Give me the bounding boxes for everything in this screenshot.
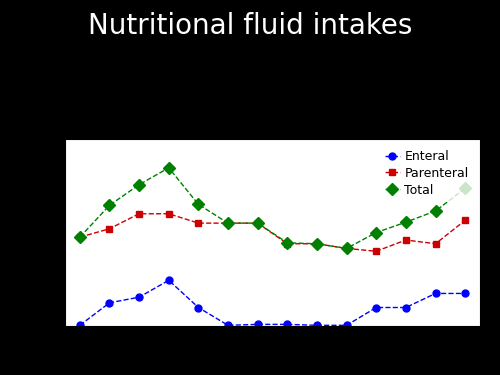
Total (344, 246, 349, 251)
Enteral (403, 305, 409, 310)
Line: Enteral: Enteral (76, 277, 468, 329)
Enteral (196, 305, 202, 310)
Parenteral (314, 242, 320, 246)
Total (403, 220, 409, 224)
Total (196, 202, 202, 207)
Total (314, 242, 320, 246)
Parenteral (344, 246, 349, 251)
Parenteral (284, 242, 290, 246)
Total (462, 186, 468, 190)
Line: Total: Total (76, 164, 469, 253)
Enteral (77, 323, 83, 328)
Parenteral (432, 242, 438, 246)
Total (373, 230, 380, 235)
Parenteral (77, 235, 83, 240)
Enteral (225, 323, 231, 328)
Total (77, 235, 83, 240)
Total (166, 166, 172, 170)
Enteral (106, 301, 112, 305)
Legend: Enteral, Parenteral, Total: Enteral, Parenteral, Total (380, 145, 474, 201)
Enteral (136, 295, 142, 299)
Parenteral (225, 221, 231, 225)
Total (432, 209, 438, 213)
Parenteral (403, 238, 409, 242)
Total (284, 241, 290, 245)
Enteral (432, 291, 438, 296)
Enteral (344, 323, 349, 328)
Enteral (462, 291, 468, 296)
Enteral (314, 323, 320, 328)
Enteral (284, 322, 290, 327)
Parenteral (462, 218, 468, 223)
Y-axis label: Intake (ml/kg*d): Intake (ml/kg*d) (16, 182, 30, 284)
Total (225, 221, 231, 225)
Parenteral (373, 249, 380, 254)
Parenteral (166, 211, 172, 216)
Parenteral (106, 226, 112, 231)
X-axis label: Day of life: Day of life (240, 351, 304, 364)
Text: Nutritional fluid intakes: Nutritional fluid intakes (88, 12, 412, 40)
Total (106, 203, 112, 208)
Parenteral (136, 211, 142, 216)
Parenteral (196, 221, 202, 225)
Parenteral (254, 221, 260, 225)
Enteral (166, 278, 172, 283)
Enteral (254, 322, 260, 327)
Line: Parenteral: Parenteral (76, 210, 468, 255)
Total (136, 183, 142, 187)
Enteral (373, 305, 380, 310)
Total (254, 221, 260, 225)
